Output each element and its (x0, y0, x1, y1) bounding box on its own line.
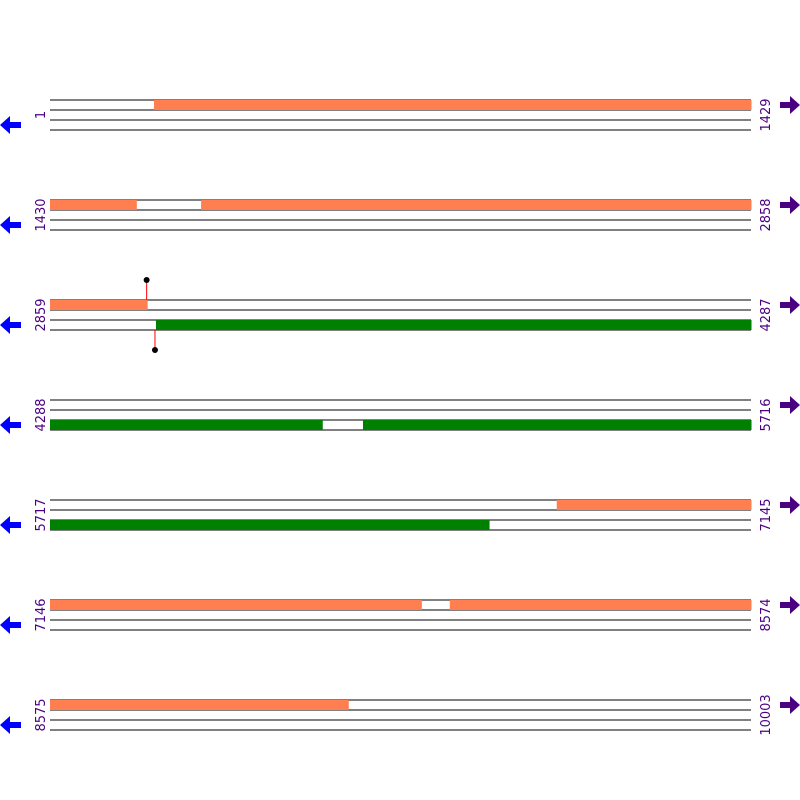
row-start-label: 2859 (34, 298, 49, 331)
forward-feature (201, 200, 752, 210)
sequence-row: 7146 8574 (0, 596, 800, 634)
site-marker-dot (143, 277, 150, 283)
reverse-feature (155, 320, 752, 330)
row-start-label: 1430 (34, 198, 49, 231)
arrow-right-icon (780, 96, 800, 114)
forward-feature (153, 100, 752, 110)
arrow-left-icon (0, 316, 21, 334)
row-start-label: 5717 (34, 498, 49, 531)
arrow-right-icon (780, 696, 800, 714)
sequence-row: 1 1429 (0, 96, 800, 134)
sequence-row: 4288 5716 (0, 396, 800, 434)
sequence-row: 5717 7145 (0, 496, 800, 534)
arrow-left-icon (0, 516, 21, 534)
row-end-label: 7145 (759, 498, 774, 531)
arrow-left-icon (0, 416, 21, 434)
row-end-label: 8574 (759, 598, 774, 631)
arrow-right-icon (780, 496, 800, 514)
row-start-label: 8575 (34, 698, 49, 731)
forward-feature (449, 600, 752, 610)
row-start-label: 4288 (34, 398, 49, 431)
forward-feature (50, 600, 422, 610)
arrow-right-icon (780, 596, 800, 614)
arrow-left-icon (0, 716, 21, 734)
reverse-feature (362, 420, 752, 430)
arrow-left-icon (0, 116, 21, 134)
row-end-label: 1429 (759, 98, 774, 131)
arrow-left-icon (0, 616, 21, 634)
forward-feature (556, 500, 752, 510)
row-end-label: 5716 (759, 398, 774, 431)
row-start-label: 1 (34, 111, 49, 119)
row-end-label: 4287 (759, 298, 774, 331)
forward-feature (50, 300, 148, 310)
site-marker-dot (151, 347, 158, 353)
row-end-label: 2858 (759, 198, 774, 231)
forward-feature (50, 700, 349, 710)
sequence-row: 8575 10003 (0, 694, 800, 736)
row-end-label: 10003 (759, 694, 774, 735)
reverse-feature (50, 520, 490, 530)
arrow-right-icon (780, 396, 800, 414)
arrow-right-icon (780, 296, 800, 314)
sequence-row: 2859 4287 (0, 277, 800, 353)
reverse-feature (50, 420, 323, 430)
forward-feature (50, 200, 137, 210)
row-start-label: 7146 (34, 598, 49, 631)
arrow-right-icon (780, 196, 800, 214)
arrow-left-icon (0, 216, 21, 234)
sequence-row: 1430 2858 (0, 196, 800, 234)
